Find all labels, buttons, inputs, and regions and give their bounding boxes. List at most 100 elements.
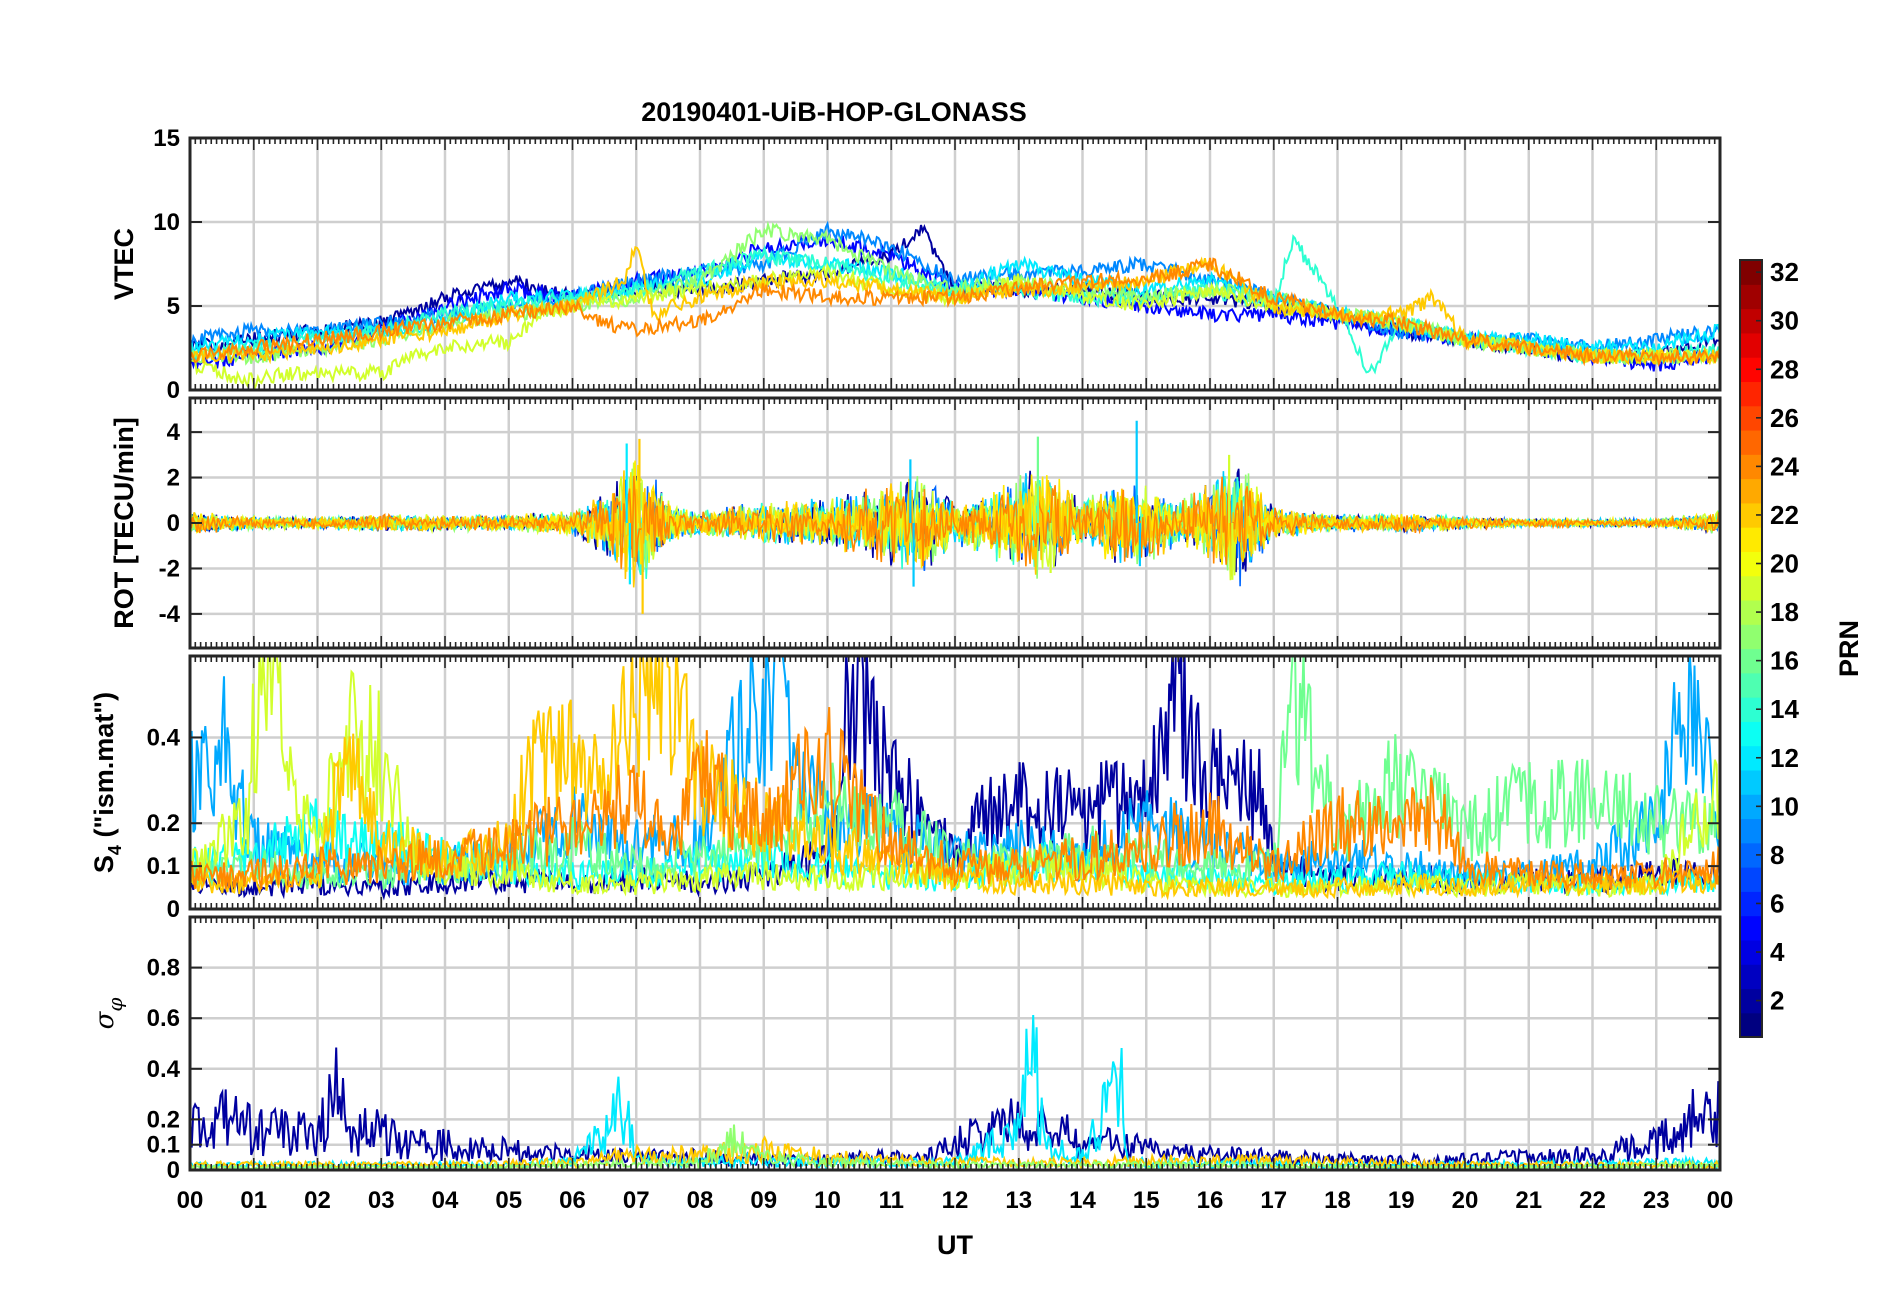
axes-vtec: 0 5 10 15 VTEC [109, 125, 1722, 404]
x-tick-label: 23 [1643, 1187, 1670, 1214]
colorbar-tick-label: 16 [1770, 646, 1799, 676]
colorbar-swatch [1740, 672, 1762, 698]
colorbar-swatch [1740, 697, 1762, 722]
x-tick-label: 21 [1515, 1187, 1542, 1214]
y-tick-label: 0.2 [147, 1106, 180, 1133]
colorbar-swatch [1740, 405, 1762, 431]
y-tick-label: 0.1 [147, 1132, 180, 1159]
axes-rot: -4 -2 0 2 4 ROT [TECU/min] [109, 396, 1722, 650]
y-tick-label: 0.4 [147, 1056, 181, 1083]
colorbar-swatch [1740, 284, 1762, 310]
colorbar-tick-label: 32 [1770, 257, 1799, 287]
colorbar-swatch [1740, 551, 1762, 577]
colorbar-label: PRN [1834, 620, 1864, 677]
y-tick-label: 10 [153, 209, 180, 236]
colorbar-swatch [1740, 527, 1762, 552]
colorbar-swatch [1740, 575, 1762, 601]
x-tick-label: 18 [1324, 1187, 1351, 1214]
x-tick-label: 05 [495, 1187, 522, 1214]
y-axis-label: S4 ("ism.mat") [89, 692, 125, 873]
colorbar-swatch [1740, 721, 1762, 747]
y-axis-label: σφ [90, 998, 127, 1030]
y-tick-label: -4 [159, 601, 181, 628]
y-tick-label: 0 [167, 377, 180, 404]
colorbar-swatch [1740, 988, 1762, 1014]
y-tick-label: 0.4 [147, 724, 181, 751]
x-tick-label: 19 [1388, 1187, 1415, 1214]
y-tick-label: 0 [167, 896, 180, 923]
colorbar-swatch [1740, 769, 1762, 795]
colorbar-swatch [1740, 308, 1762, 334]
colorbar-tick-label: 28 [1770, 354, 1799, 384]
colorbar-tick-label: 10 [1770, 791, 1799, 821]
colorbar-swatch [1740, 818, 1762, 844]
x-tick-label: 20 [1452, 1187, 1479, 1214]
panel-s4: 0 0.1 0.2 0.4 S4 ("ism.mat") [89, 654, 1722, 923]
y-tick-label: 0 [167, 510, 180, 537]
colorbar-swatch [1740, 745, 1762, 771]
y-tick-label: 0.1 [147, 853, 180, 880]
y-axis-label: VTEC [109, 228, 139, 300]
x-tick-label: 07 [623, 1187, 650, 1214]
series-vtec [190, 220, 1720, 390]
colorbar-swatch [1740, 381, 1762, 407]
colorbar-swatch [1740, 964, 1762, 990]
series-rot [190, 420, 1720, 614]
colorbar-swatch [1740, 429, 1762, 455]
colorbar-swatch [1740, 794, 1762, 820]
x-tick-label: 22 [1579, 1187, 1606, 1214]
colorbar-swatch [1740, 599, 1762, 625]
panel-vtec: 0 5 10 15 VTEC [109, 125, 1722, 404]
colorbar-tick-label: 8 [1770, 840, 1784, 870]
y-tick-label: 4 [167, 419, 181, 446]
series-line-prn-13 [190, 798, 1720, 897]
series-s4 [190, 656, 1720, 901]
x-tick-label: 16 [1197, 1187, 1224, 1214]
x-tick-label: 00 [1707, 1187, 1734, 1214]
y-tick-label: 15 [153, 125, 180, 152]
x-tick-label: 06 [559, 1187, 586, 1214]
colorbar-tick-label: 26 [1770, 403, 1799, 433]
colorbar-swatch [1740, 454, 1762, 480]
axes-sigma_phi: 00.10.2 0.4 0.6 0.8 σφ [90, 915, 1722, 1184]
x-tick-label: 10 [814, 1187, 841, 1214]
y-tick-label: 5 [167, 293, 180, 320]
y-tick-label: 2 [167, 465, 180, 492]
x-tick-label: 15 [1133, 1187, 1160, 1214]
y-tick-label: 0.6 [147, 1005, 180, 1032]
series-line-prn-22 [190, 245, 1720, 367]
y-tick-label: 0.8 [147, 955, 180, 982]
colorbar-swatch [1740, 502, 1762, 528]
colorbar-swatch [1740, 915, 1762, 941]
colorbar-tick-label: 14 [1770, 694, 1799, 724]
colorbar-tick-label: 4 [1770, 937, 1785, 967]
colorbar-tick-label: 2 [1770, 986, 1784, 1016]
colorbar-swatch [1740, 260, 1762, 285]
axes-s4: 0 0.1 0.2 0.4 S4 ("ism.mat") [89, 654, 1722, 923]
x-tick-label: 09 [750, 1187, 777, 1214]
x-tick-label: 01 [240, 1187, 267, 1214]
series-line-prn-24 [190, 707, 1720, 893]
x-axis: 00 01 02 03 04 05 06 07 08 09 10 11 12 13 14 15 16 17 18 19… [177, 1187, 1734, 1214]
x-tick-label: 17 [1260, 1187, 1287, 1214]
x-tick-label: 13 [1005, 1187, 1032, 1214]
colorbar-tick-label: 20 [1770, 549, 1799, 579]
colorbar-swatch [1740, 891, 1762, 917]
series-line-prn-24 [190, 257, 1720, 367]
x-tick-label: 02 [304, 1187, 331, 1214]
x-tick-label: 14 [1069, 1187, 1096, 1214]
panel-rot: -4 -2 0 2 4 ROT [TECU/min] [109, 396, 1722, 650]
x-tick-label: 08 [687, 1187, 714, 1214]
colorbar-swatch [1740, 357, 1762, 383]
rot-line-prn-24 [190, 475, 1720, 569]
colorbar-tick-label: 24 [1770, 451, 1799, 481]
colorbar-swatch [1740, 939, 1762, 965]
colorbar-tick-label: 18 [1770, 597, 1799, 627]
x-tick-label: 11 [879, 1187, 904, 1214]
colorbar-swatch [1740, 1012, 1762, 1038]
panel-sigma_phi: 00.10.2 0.4 0.6 0.8 σφ [90, 915, 1722, 1184]
colorbar-swatch [1740, 332, 1762, 358]
x-tick-label: 03 [368, 1187, 395, 1214]
